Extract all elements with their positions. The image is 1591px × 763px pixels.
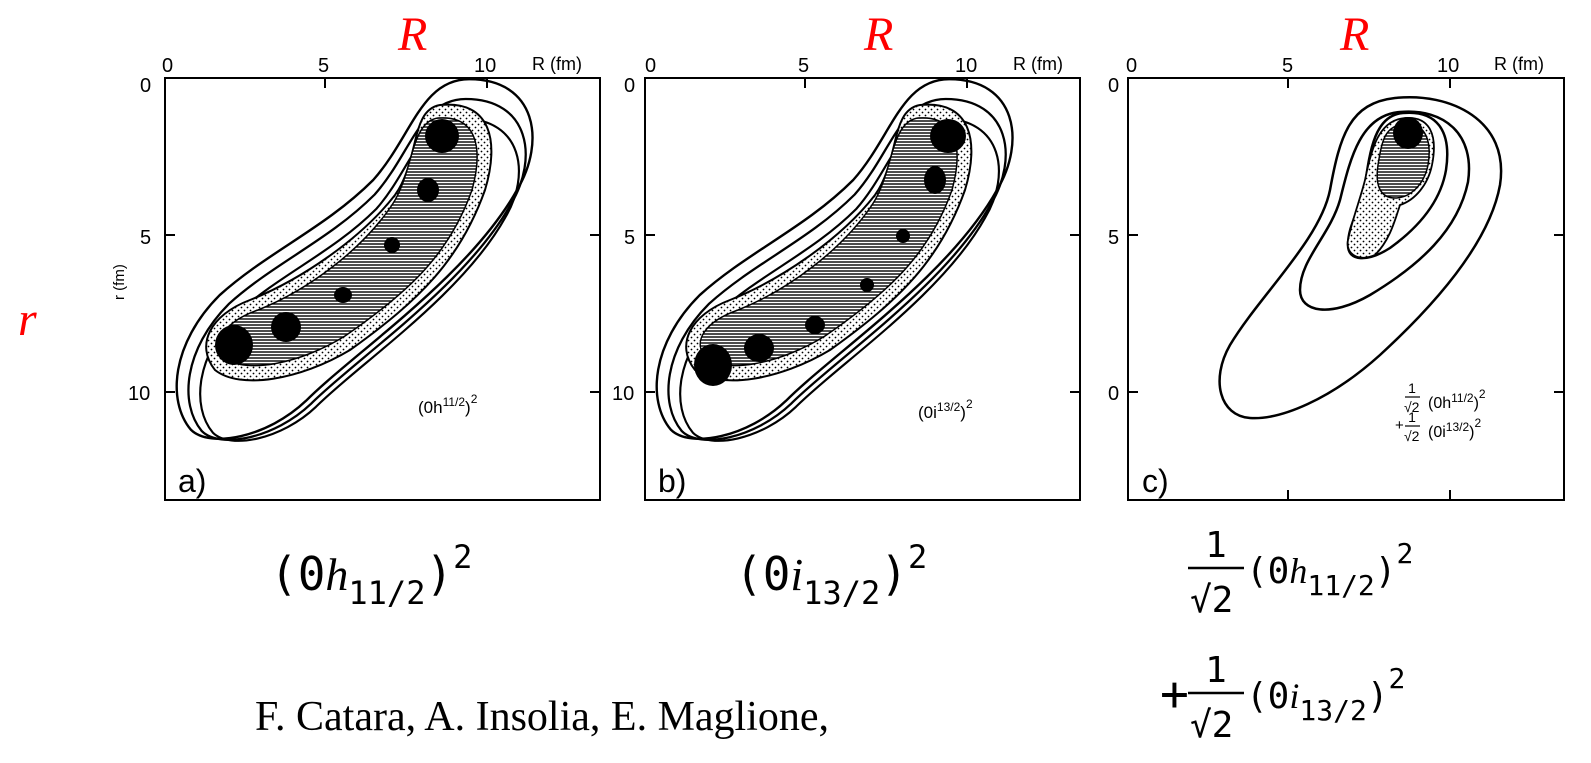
- axis-symbol-R-c: R: [1339, 8, 1369, 61]
- panel-b-inset-label: (0i13/2)2: [918, 397, 973, 422]
- panel-b-xtick-5: 5: [798, 55, 809, 77]
- panel-b: 0 5 10 R (fm) 0 5 10 (0i13/2)2 b) (0i13/…: [612, 54, 1081, 612]
- panel-c-letter: c): [1142, 463, 1169, 499]
- svg-text:1: 1: [1205, 650, 1227, 691]
- panel-b-letter: b): [658, 463, 686, 499]
- svg-text:+: +: [1395, 417, 1404, 434]
- panel-c-ytick-0: 0: [1108, 75, 1119, 97]
- svg-text:(0i13/2)2: (0i13/2)2: [735, 538, 927, 612]
- svg-text:+: +: [1160, 666, 1189, 722]
- svg-text:(0h11/2)2: (0h11/2)2: [1246, 537, 1413, 602]
- panel-a-xtick-5: 5: [318, 55, 329, 77]
- svg-text:(0i13/2)2: (0i13/2)2: [1246, 662, 1405, 727]
- svg-text:(0h11/2)2: (0h11/2)2: [418, 392, 478, 417]
- svg-text:√2: √2: [1404, 399, 1420, 415]
- svg-text:(0i13/2)2: (0i13/2)2: [1428, 416, 1481, 441]
- panel-a-ytick-5: 5: [140, 227, 151, 249]
- axis-symbol-r: r: [18, 293, 37, 346]
- svg-text:√2: √2: [1404, 428, 1420, 444]
- svg-text:√2: √2: [1190, 580, 1233, 621]
- panel-b-ytick-0: 0: [624, 75, 635, 97]
- panel-c-inset-label: 1 √2 (0h11/2)2 + 1 √2 (0i13/2)2: [1395, 380, 1486, 444]
- panel-b-xlabel: R (fm): [1013, 54, 1063, 74]
- panel-c-xtick-10: 10: [1437, 55, 1459, 77]
- panel-b-xtick-0: 0: [645, 55, 656, 77]
- panel-b-xtick-10: 10: [955, 55, 977, 77]
- panel-b-frame: [644, 77, 1081, 501]
- panel-a-xlabel: R (fm): [532, 54, 582, 74]
- panel-c-ytick-0b: 0: [1108, 383, 1119, 405]
- svg-text:1: 1: [1408, 380, 1416, 396]
- panel-c-ytick-5: 5: [1108, 227, 1119, 249]
- citation: F. Catara, A. Insolia, E. Maglione,: [255, 694, 829, 740]
- axis-symbol-R-b: R: [863, 8, 893, 61]
- panel-c-xlabel: R (fm): [1494, 54, 1544, 74]
- svg-text:(0h11/2)2: (0h11/2)2: [270, 538, 472, 612]
- panel-c-xtick-0: 0: [1126, 55, 1137, 77]
- panel-a-frame: [164, 77, 601, 501]
- svg-text:(0h11/2)2: (0h11/2)2: [1428, 387, 1486, 412]
- panel-a-xtick-0: 0: [162, 55, 173, 77]
- panel-b-ytick-10: 10: [612, 383, 634, 405]
- panel-c-xtick-5: 5: [1282, 55, 1293, 77]
- panel-c-caption: 1 √2 (0h11/2)2 + 1 √2 (0i13/2)2: [1160, 525, 1413, 746]
- svg-text:√2: √2: [1190, 705, 1233, 746]
- panel-a-xtick-10: 10: [474, 55, 496, 77]
- panel-a-ytick-10: 10: [128, 383, 150, 405]
- svg-text:1: 1: [1205, 525, 1227, 566]
- axis-symbol-R-a: R: [397, 8, 427, 61]
- panel-a-ytick-0: 0: [140, 75, 151, 97]
- panel-b-ytick-5: 5: [624, 227, 635, 249]
- svg-text:(0i13/2)2: (0i13/2)2: [918, 397, 973, 422]
- svg-text:1: 1: [1408, 409, 1416, 425]
- panel-b-caption: (0i13/2)2: [735, 538, 927, 612]
- panel-a-letter: a): [178, 463, 206, 499]
- panel-a: 0 5 10 R (fm) 0 5 10 r (fm) (0h11/2)2 a)…: [111, 54, 601, 612]
- panel-a-caption: (0h11/2)2: [270, 538, 472, 612]
- panel-a-inset-label: (0h11/2)2: [418, 392, 478, 417]
- panel-c-frame: [1127, 77, 1565, 501]
- panel-a-ylabel: r (fm): [111, 264, 128, 300]
- panel-c: 0 5 10 R (fm) 0 5 0 1 √2 (0h11/2)2 + 1 √…: [1108, 54, 1565, 746]
